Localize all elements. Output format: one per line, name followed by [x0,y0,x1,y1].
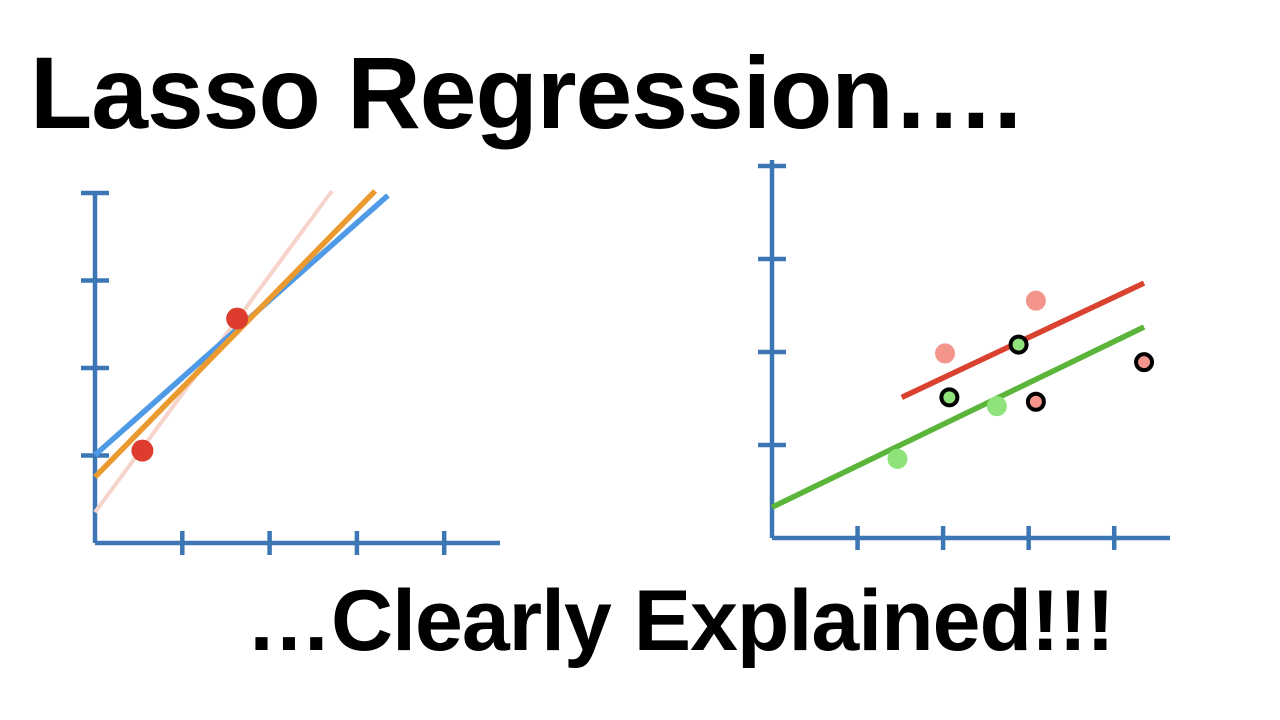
data-point [986,396,1007,417]
data-point [226,307,249,330]
subtitle: …Clearly Explained!!! [246,573,1115,669]
data-point [939,387,960,408]
data-point [887,448,908,469]
data-point [1008,334,1029,355]
data-point [1134,352,1155,373]
right-chart [758,160,1170,550]
left-chart [81,189,500,555]
data-point [131,439,154,462]
title: Lasso Regression…. [30,36,1022,150]
data-point [1025,290,1046,311]
data-point [935,343,956,364]
data-point [1025,391,1046,412]
fit-line-green [770,324,1146,510]
fit-line-orange [93,189,378,479]
